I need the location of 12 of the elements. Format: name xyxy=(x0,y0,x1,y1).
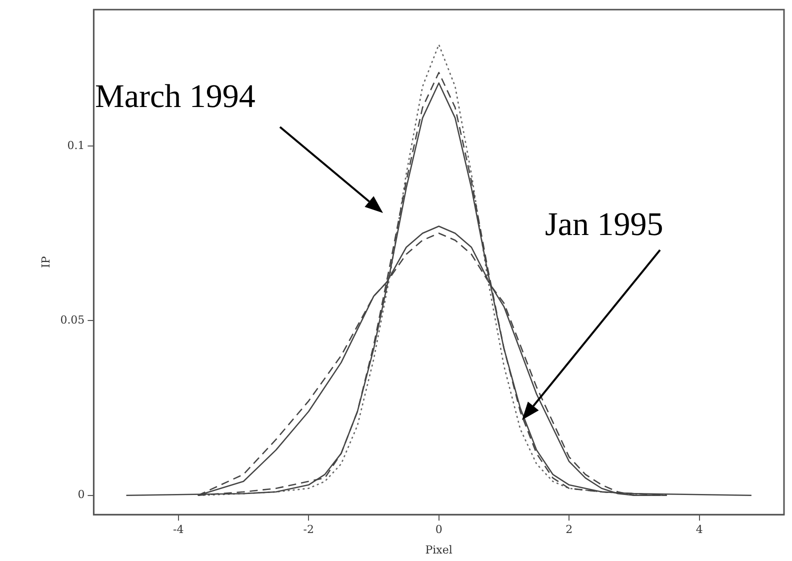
x-tick-label: -4 xyxy=(172,523,184,536)
x-tick-label: -2 xyxy=(303,523,314,536)
x-tick-label: 4 xyxy=(696,523,703,536)
x-axis-title: Pixel xyxy=(425,543,453,556)
y-axis-title: IP xyxy=(39,256,52,268)
y-tick-label: 0 xyxy=(78,488,85,502)
y-tick-label: 0.05 xyxy=(60,313,85,326)
x-tick-label: 0 xyxy=(435,523,442,536)
annotation: Jan 1995 xyxy=(545,207,664,243)
x-tick-label: 2 xyxy=(566,523,573,536)
annotation: March 1994 xyxy=(95,79,256,115)
y-tick-label: 0.1 xyxy=(67,138,85,152)
